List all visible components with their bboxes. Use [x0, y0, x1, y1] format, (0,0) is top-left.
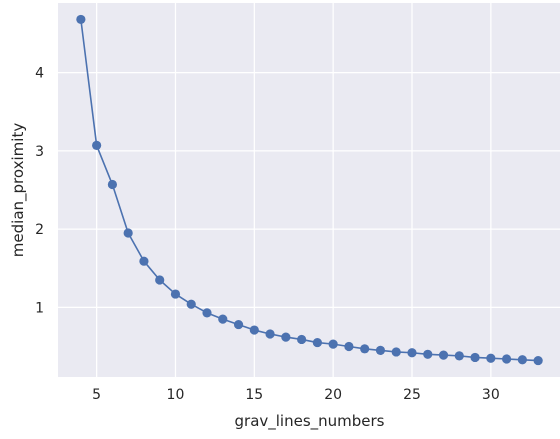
data-point: [155, 275, 165, 285]
grid-lines: [58, 3, 560, 377]
data-point: [344, 341, 354, 352]
data-point: [375, 345, 386, 355]
data-point: [328, 339, 338, 349]
x-tick-label: 5: [92, 387, 101, 403]
plot-area: [58, 3, 560, 377]
data-point: [233, 319, 244, 330]
x-tick-label: 25: [403, 387, 421, 403]
x-tick-label: 20: [324, 387, 342, 403]
data-point: [470, 352, 480, 363]
data-point: [407, 348, 417, 358]
data-point: [312, 337, 322, 348]
data-point: [486, 353, 496, 363]
x-tick-label: 30: [482, 387, 500, 403]
data-point: [391, 347, 401, 357]
x-tick-label: 15: [245, 387, 263, 403]
x-tick-label: 10: [167, 387, 185, 403]
data-point: [139, 256, 149, 266]
data-point: [297, 334, 307, 345]
tick-labels: 5 10 15 20 25 30 1 2 3 4: [35, 66, 500, 403]
series-layer: [76, 14, 543, 366]
data-point: [454, 351, 464, 361]
data-point: [186, 299, 196, 309]
data-point: [423, 349, 433, 359]
data-point: [517, 355, 527, 365]
y-axis-label: median_proximity: [9, 123, 28, 258]
data-point: [170, 289, 181, 299]
data-point: [502, 354, 512, 364]
data-point: [265, 329, 275, 339]
y-tick-label: 4: [35, 66, 44, 82]
data-point: [360, 344, 370, 354]
y-tick-label: 3: [35, 144, 44, 160]
data-point: [92, 140, 102, 151]
data-point: [249, 325, 259, 335]
y-tick-label: 2: [35, 222, 44, 238]
data-point: [76, 14, 86, 25]
data-point: [107, 179, 117, 190]
data-point: [281, 332, 291, 342]
data-point: [123, 228, 133, 238]
y-tick-label: 1: [35, 300, 44, 316]
data-point: [202, 308, 212, 318]
data-point: [218, 314, 228, 324]
data-point: [533, 355, 543, 366]
x-axis-label: grav_lines_numbers: [235, 412, 385, 431]
data-point: [438, 350, 449, 360]
